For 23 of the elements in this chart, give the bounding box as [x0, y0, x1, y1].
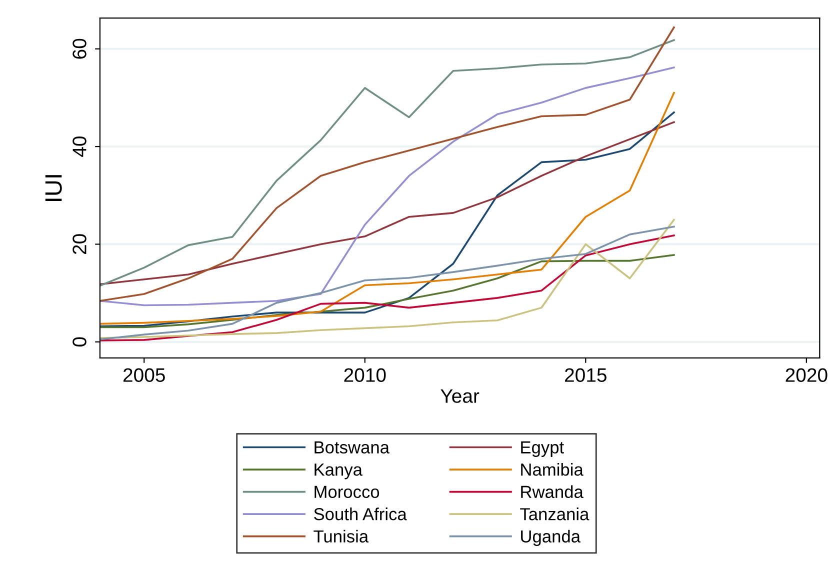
y-tick-label: 40	[72, 136, 86, 157]
legend-label: Kanya	[314, 464, 362, 480]
legend-label: Morocco	[314, 486, 380, 498]
line-series	[100, 66, 675, 306]
x-axis-title: Year	[440, 389, 480, 403]
x-tick-label: 2010	[344, 368, 386, 382]
line-series	[100, 254, 675, 328]
legend-label: Egypt	[521, 441, 564, 457]
legend-label: Uganda	[521, 530, 581, 546]
legend-label: Rwanda	[521, 485, 584, 498]
legend-label: South Africa	[314, 508, 407, 520]
legend-label: Botswana	[314, 441, 390, 454]
legend-label: Namibia	[521, 463, 584, 476]
y-tick-label: 60	[72, 38, 86, 59]
x-tick-label: 2005	[123, 368, 165, 382]
y-tick-label: 0	[72, 337, 86, 347]
x-tick-label: 2015	[565, 368, 606, 382]
x-tick-label: 2020	[786, 368, 828, 382]
line-series	[100, 121, 675, 286]
y-axis-title: IUI	[45, 175, 62, 201]
legend-label: Tanzania	[520, 508, 590, 520]
y-tick-label: 20	[72, 234, 86, 254]
legend-label: Tunisia	[314, 530, 369, 543]
